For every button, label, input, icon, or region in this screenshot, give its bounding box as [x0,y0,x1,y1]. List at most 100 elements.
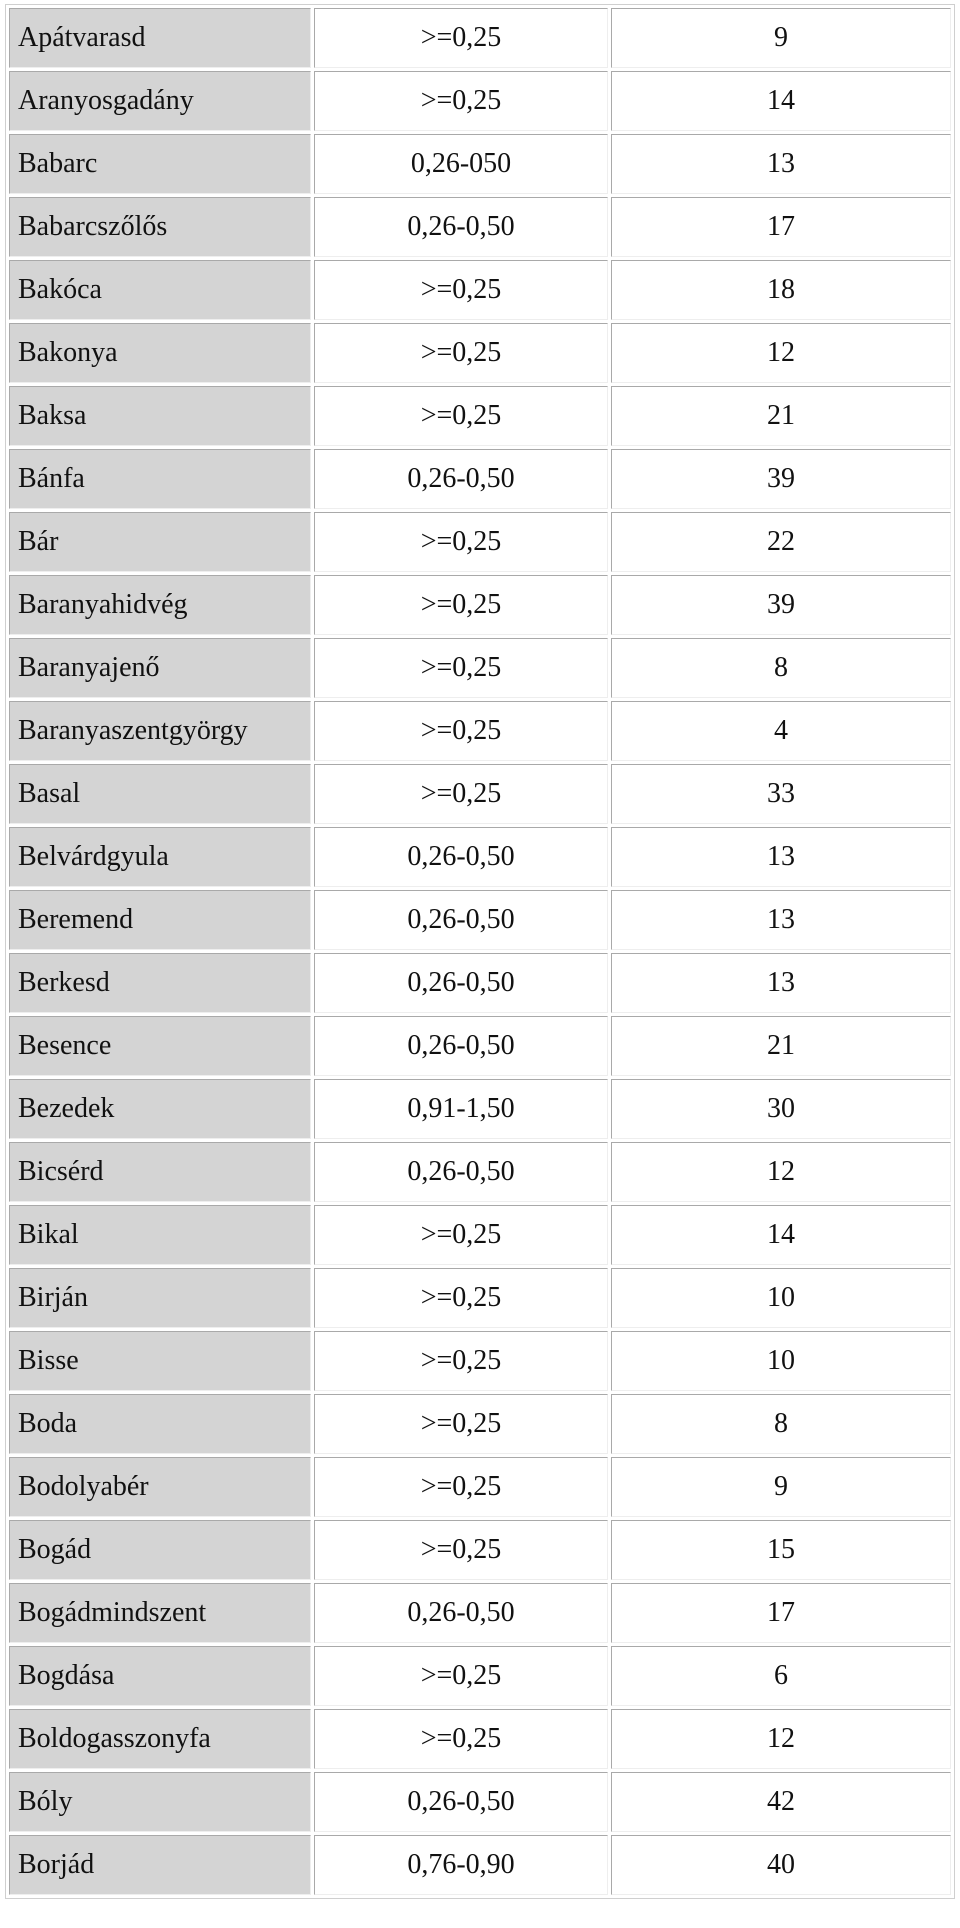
count-cell: 9 [611,1457,951,1517]
count-cell: 13 [611,827,951,887]
range-cell: >=0,25 [314,71,608,131]
settlement-name-cell: Bár [9,512,311,572]
range-cell: 0,26-050 [314,134,608,194]
range-cell: >=0,25 [314,764,608,824]
table-row: Birján >=0,25 10 [9,1268,951,1328]
settlement-name-cell: Bakóca [9,260,311,320]
settlement-name-cell: Babarcszőlős [9,197,311,257]
count-cell: 12 [611,1709,951,1769]
count-cell: 14 [611,1205,951,1265]
count-cell: 9 [611,8,951,68]
table-row: Bodolyabér >=0,25 9 [9,1457,951,1517]
range-cell: >=0,25 [314,1457,608,1517]
range-cell: 0,26-0,50 [314,449,608,509]
settlement-name-cell: Bogdása [9,1646,311,1706]
table-row: Aranyosgadány >=0,25 14 [9,71,951,131]
count-cell: 18 [611,260,951,320]
settlement-name-cell: Bogád [9,1520,311,1580]
settlement-name-cell: Baranyaszentgyörgy [9,701,311,761]
count-cell: 21 [611,1016,951,1076]
count-cell: 42 [611,1772,951,1832]
table-row: Basal >=0,25 33 [9,764,951,824]
range-cell: 0,26-0,50 [314,1016,608,1076]
range-cell: >=0,25 [314,575,608,635]
count-cell: 13 [611,890,951,950]
settlement-name-cell: Bakonya [9,323,311,383]
range-cell: >=0,25 [314,260,608,320]
count-cell: 30 [611,1079,951,1139]
count-cell: 14 [611,71,951,131]
count-cell: 8 [611,638,951,698]
range-cell: 0,26-0,50 [314,197,608,257]
settlement-name-cell: Birján [9,1268,311,1328]
count-cell: 22 [611,512,951,572]
table-row: Bakóca >=0,25 18 [9,260,951,320]
settlement-name-cell: Bogádmindszent [9,1583,311,1643]
settlement-name-cell: Baranyajenő [9,638,311,698]
range-cell: >=0,25 [314,1205,608,1265]
table-row: Bezedek 0,91-1,50 30 [9,1079,951,1139]
settlement-name-cell: Baranyahidvég [9,575,311,635]
settlement-name-cell: Bóly [9,1772,311,1832]
settlement-name-cell: Bicsérd [9,1142,311,1202]
range-cell: 0,26-0,50 [314,890,608,950]
count-cell: 17 [611,197,951,257]
table-row: Babarc 0,26-050 13 [9,134,951,194]
settlement-name-cell: Bisse [9,1331,311,1391]
table-row: Boldogasszonyfa >=0,25 12 [9,1709,951,1769]
range-cell: 0,26-0,50 [314,953,608,1013]
settlement-name-cell: Bánfa [9,449,311,509]
range-cell: 0,26-0,50 [314,827,608,887]
settlement-name-cell: Bodolyabér [9,1457,311,1517]
table-row: Berkesd 0,26-0,50 13 [9,953,951,1013]
table-row: Bisse >=0,25 10 [9,1331,951,1391]
range-cell: >=0,25 [314,701,608,761]
count-cell: 10 [611,1331,951,1391]
count-cell: 13 [611,134,951,194]
count-cell: 13 [611,953,951,1013]
count-cell: 33 [611,764,951,824]
count-cell: 17 [611,1583,951,1643]
settlement-name-cell: Boldogasszonyfa [9,1709,311,1769]
settlement-name-cell: Beremend [9,890,311,950]
table-row: Bogádmindszent 0,26-0,50 17 [9,1583,951,1643]
settlement-name-cell: Aranyosgadány [9,71,311,131]
range-cell: >=0,25 [314,1331,608,1391]
count-cell: 4 [611,701,951,761]
settlement-name-cell: Borjád [9,1835,311,1895]
range-cell: >=0,25 [314,512,608,572]
count-cell: 12 [611,323,951,383]
range-cell: >=0,25 [314,1394,608,1454]
settlement-name-cell: Bikal [9,1205,311,1265]
range-cell: 0,26-0,50 [314,1772,608,1832]
range-cell: >=0,25 [314,1709,608,1769]
range-cell: >=0,25 [314,8,608,68]
settlement-name-cell: Babarc [9,134,311,194]
range-cell: >=0,25 [314,1268,608,1328]
count-cell: 12 [611,1142,951,1202]
range-cell: 0,91-1,50 [314,1079,608,1139]
table-row: Babarcszőlős 0,26-0,50 17 [9,197,951,257]
table-row: Bóly 0,26-0,50 42 [9,1772,951,1832]
count-cell: 21 [611,386,951,446]
table-row: Bicsérd 0,26-0,50 12 [9,1142,951,1202]
range-cell: >=0,25 [314,386,608,446]
table-row: Baranyaszentgyörgy >=0,25 4 [9,701,951,761]
range-cell: >=0,25 [314,1520,608,1580]
settlement-name-cell: Apátvarasd [9,8,311,68]
table-row: Baksa >=0,25 21 [9,386,951,446]
range-cell: 0,26-0,50 [314,1583,608,1643]
count-cell: 15 [611,1520,951,1580]
table-row: Borjád 0,76-0,90 40 [9,1835,951,1895]
count-cell: 10 [611,1268,951,1328]
settlement-name-cell: Berkesd [9,953,311,1013]
range-cell: >=0,25 [314,323,608,383]
count-cell: 40 [611,1835,951,1895]
table-row: Apátvarasd >=0,25 9 [9,8,951,68]
settlement-name-cell: Basal [9,764,311,824]
count-cell: 6 [611,1646,951,1706]
range-cell: 0,26-0,50 [314,1142,608,1202]
range-cell: 0,76-0,90 [314,1835,608,1895]
table-row: Baranyahidvég >=0,25 39 [9,575,951,635]
